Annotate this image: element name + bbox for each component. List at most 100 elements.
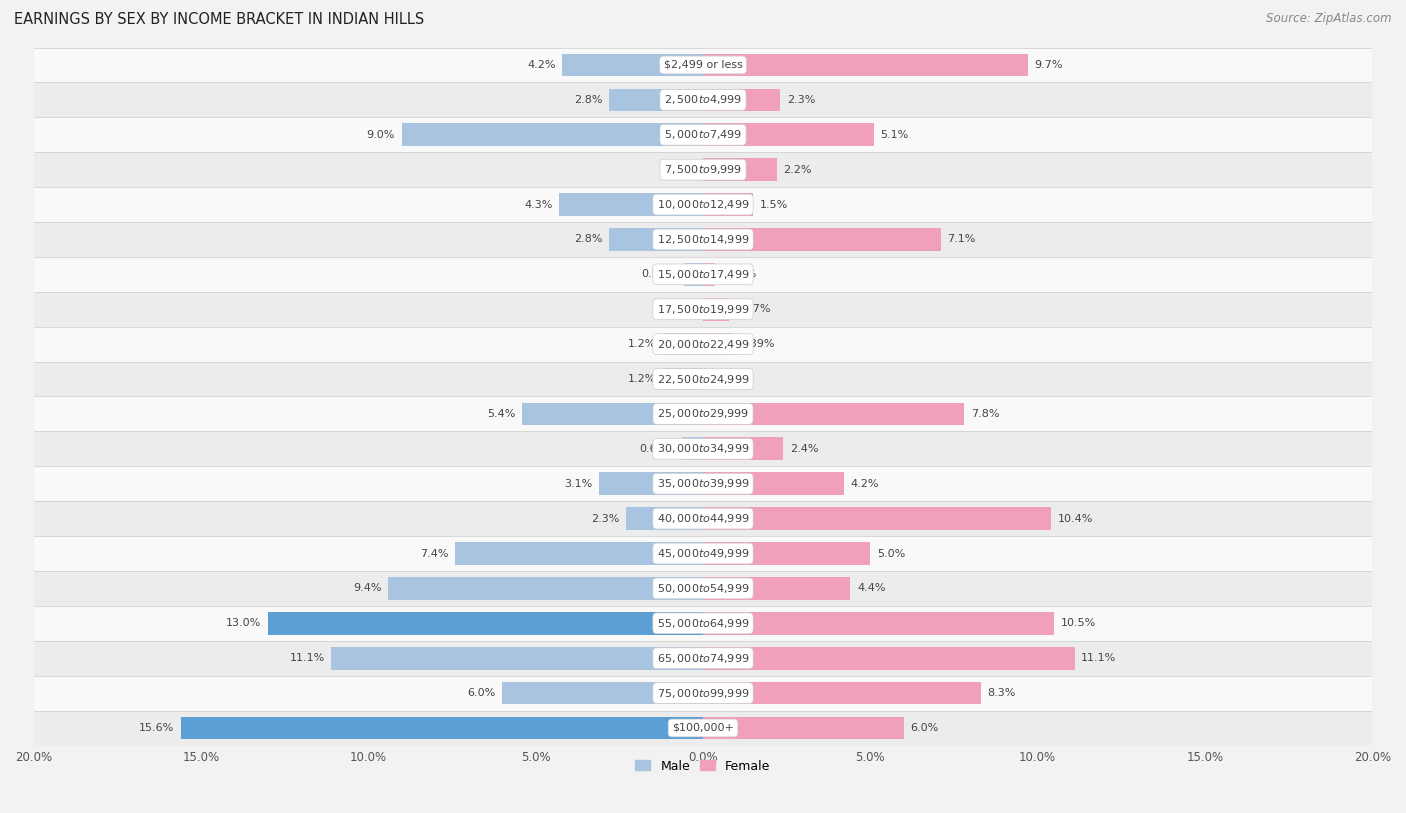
Text: 2.2%: 2.2% <box>783 165 811 175</box>
Bar <box>662 367 703 390</box>
Bar <box>703 577 851 600</box>
Bar <box>34 362 1372 397</box>
Bar <box>502 682 703 704</box>
Text: 4.3%: 4.3% <box>524 199 553 210</box>
Bar <box>703 647 1074 670</box>
Text: 5.0%: 5.0% <box>877 549 905 559</box>
Bar <box>34 187 1372 222</box>
Text: Source: ZipAtlas.com: Source: ZipAtlas.com <box>1267 12 1392 25</box>
Text: 2.8%: 2.8% <box>574 234 603 245</box>
Text: 0.77%: 0.77% <box>735 304 770 315</box>
Bar <box>34 676 1372 711</box>
Text: $25,000 to $29,999: $25,000 to $29,999 <box>657 407 749 420</box>
Text: $45,000 to $49,999: $45,000 to $49,999 <box>657 547 749 560</box>
Bar <box>34 47 1372 82</box>
Text: 2.4%: 2.4% <box>790 444 818 454</box>
Text: 7.4%: 7.4% <box>420 549 449 559</box>
Text: 4.2%: 4.2% <box>851 479 879 489</box>
Bar <box>34 117 1372 152</box>
Text: 6.0%: 6.0% <box>911 723 939 733</box>
Bar <box>682 437 703 460</box>
Bar <box>562 54 703 76</box>
Text: $55,000 to $64,999: $55,000 to $64,999 <box>657 617 749 630</box>
Text: $30,000 to $34,999: $30,000 to $34,999 <box>657 442 749 455</box>
Text: 6.0%: 6.0% <box>467 688 495 698</box>
Text: 2.3%: 2.3% <box>591 514 619 524</box>
Bar <box>332 647 703 670</box>
Bar <box>456 542 703 565</box>
Text: 3.1%: 3.1% <box>564 479 592 489</box>
Text: 11.1%: 11.1% <box>1081 653 1116 663</box>
Text: 1.2%: 1.2% <box>627 339 657 349</box>
Bar <box>269 612 703 635</box>
Bar <box>34 467 1372 501</box>
Text: 15.6%: 15.6% <box>139 723 174 733</box>
Bar <box>34 82 1372 117</box>
Text: 2.3%: 2.3% <box>787 95 815 105</box>
Bar <box>703 612 1054 635</box>
Bar <box>703 159 776 181</box>
Text: $12,500 to $14,999: $12,500 to $14,999 <box>657 233 749 246</box>
Bar <box>34 711 1372 746</box>
Bar <box>34 292 1372 327</box>
Bar <box>609 228 703 250</box>
Bar <box>34 641 1372 676</box>
Text: $17,500 to $19,999: $17,500 to $19,999 <box>657 302 749 315</box>
Bar <box>34 397 1372 432</box>
Text: 7.8%: 7.8% <box>970 409 1000 419</box>
Text: 9.7%: 9.7% <box>1035 60 1063 70</box>
Bar <box>683 263 703 285</box>
Bar <box>402 124 703 146</box>
Text: 0.36%: 0.36% <box>721 269 756 280</box>
Text: 2.8%: 2.8% <box>574 95 603 105</box>
Text: $75,000 to $99,999: $75,000 to $99,999 <box>657 687 749 699</box>
Text: 13.0%: 13.0% <box>226 619 262 628</box>
Text: 0.89%: 0.89% <box>740 339 775 349</box>
Text: $22,500 to $24,999: $22,500 to $24,999 <box>657 372 749 385</box>
Bar <box>181 716 703 739</box>
Bar <box>703 333 733 355</box>
Bar <box>34 536 1372 571</box>
Text: $50,000 to $54,999: $50,000 to $54,999 <box>657 582 749 595</box>
Text: $2,499 or less: $2,499 or less <box>664 60 742 70</box>
Text: 9.4%: 9.4% <box>353 584 381 593</box>
Text: 0.64%: 0.64% <box>640 444 675 454</box>
Bar <box>522 402 703 425</box>
Text: $35,000 to $39,999: $35,000 to $39,999 <box>657 477 749 490</box>
Bar <box>626 507 703 530</box>
Bar <box>34 501 1372 536</box>
Bar <box>703 507 1052 530</box>
Bar <box>34 327 1372 362</box>
Bar <box>703 716 904 739</box>
Text: 10.4%: 10.4% <box>1057 514 1094 524</box>
Text: $20,000 to $22,499: $20,000 to $22,499 <box>657 337 749 350</box>
Text: $10,000 to $12,499: $10,000 to $12,499 <box>657 198 749 211</box>
Bar <box>34 222 1372 257</box>
Text: $2,500 to $4,999: $2,500 to $4,999 <box>664 93 742 107</box>
Bar <box>609 89 703 111</box>
Text: 1.2%: 1.2% <box>627 374 657 384</box>
Text: $7,500 to $9,999: $7,500 to $9,999 <box>664 163 742 176</box>
Bar <box>34 152 1372 187</box>
Bar <box>34 571 1372 606</box>
Bar <box>662 333 703 355</box>
Bar <box>560 193 703 216</box>
Text: $15,000 to $17,499: $15,000 to $17,499 <box>657 267 749 280</box>
Text: 10.5%: 10.5% <box>1062 619 1097 628</box>
Text: 11.1%: 11.1% <box>290 653 325 663</box>
Text: 9.0%: 9.0% <box>367 130 395 140</box>
Text: $40,000 to $44,999: $40,000 to $44,999 <box>657 512 749 525</box>
Text: 7.1%: 7.1% <box>948 234 976 245</box>
Text: 5.4%: 5.4% <box>488 409 516 419</box>
Bar <box>34 432 1372 467</box>
Bar <box>703 124 873 146</box>
Bar <box>703 54 1028 76</box>
Bar <box>703 472 844 495</box>
Bar <box>703 682 981 704</box>
Text: 5.1%: 5.1% <box>880 130 908 140</box>
Text: 4.4%: 4.4% <box>858 584 886 593</box>
Bar <box>703 437 783 460</box>
Text: $100,000+: $100,000+ <box>672 723 734 733</box>
Text: 8.3%: 8.3% <box>987 688 1017 698</box>
Text: EARNINGS BY SEX BY INCOME BRACKET IN INDIAN HILLS: EARNINGS BY SEX BY INCOME BRACKET IN IND… <box>14 12 425 27</box>
